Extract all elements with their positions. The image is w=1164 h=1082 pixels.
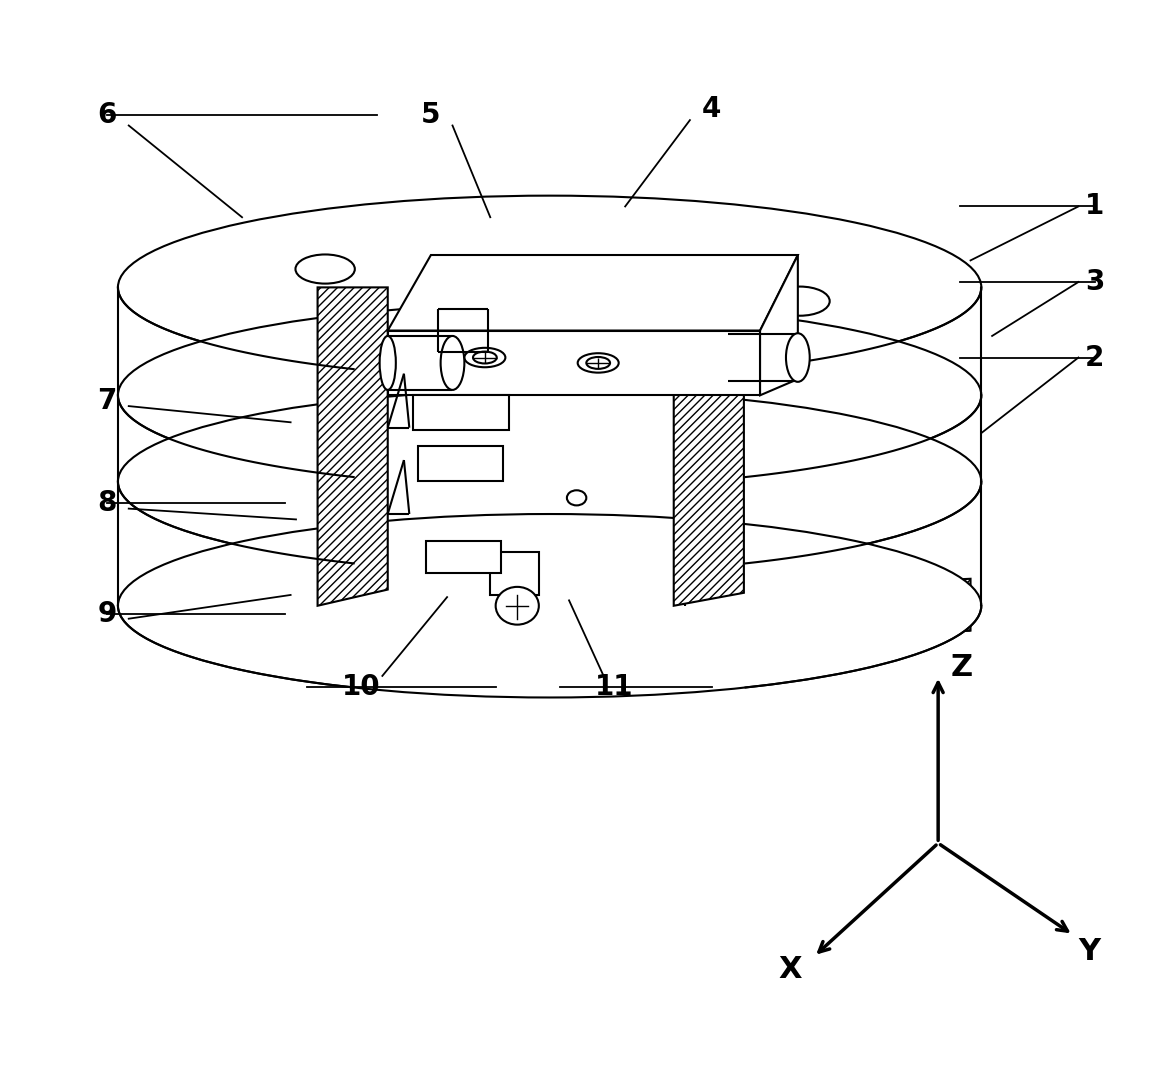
Text: 1: 1 [1085,193,1105,221]
Text: Z: Z [951,652,973,682]
Polygon shape [412,395,509,430]
Ellipse shape [118,196,981,379]
Ellipse shape [296,254,355,283]
Polygon shape [388,331,760,395]
Ellipse shape [441,335,464,390]
Bar [318,196,684,698]
Ellipse shape [464,347,505,367]
Ellipse shape [567,490,587,505]
Polygon shape [427,395,499,601]
Ellipse shape [118,390,981,573]
Bar [118,288,981,606]
Polygon shape [388,255,797,331]
Ellipse shape [771,287,830,316]
Text: X: X [779,955,802,984]
Text: 4: 4 [702,95,722,123]
Polygon shape [674,266,744,606]
Ellipse shape [473,352,497,364]
Ellipse shape [118,304,981,487]
Text: 6: 6 [98,101,116,129]
Text: 2: 2 [1085,343,1105,371]
Text: 11: 11 [595,673,633,701]
Polygon shape [631,579,971,644]
Ellipse shape [577,353,619,372]
Text: 10: 10 [341,673,381,701]
Text: 7: 7 [98,386,116,414]
Polygon shape [490,552,539,595]
Text: 5: 5 [421,101,441,129]
Polygon shape [631,288,760,492]
Text: Y: Y [1078,937,1100,965]
Ellipse shape [118,514,981,698]
Polygon shape [631,379,760,606]
Text: 8: 8 [98,489,116,517]
Text: 9: 9 [98,601,116,629]
Ellipse shape [786,333,810,382]
Polygon shape [318,288,388,606]
Ellipse shape [379,335,396,390]
Polygon shape [426,541,501,573]
Polygon shape [760,255,797,395]
Text: 3: 3 [1085,268,1105,296]
Ellipse shape [496,586,539,624]
Polygon shape [418,446,503,480]
Ellipse shape [587,357,610,369]
